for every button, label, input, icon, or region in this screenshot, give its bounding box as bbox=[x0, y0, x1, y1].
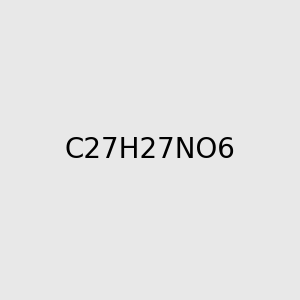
Text: C27H27NO6: C27H27NO6 bbox=[64, 136, 236, 164]
